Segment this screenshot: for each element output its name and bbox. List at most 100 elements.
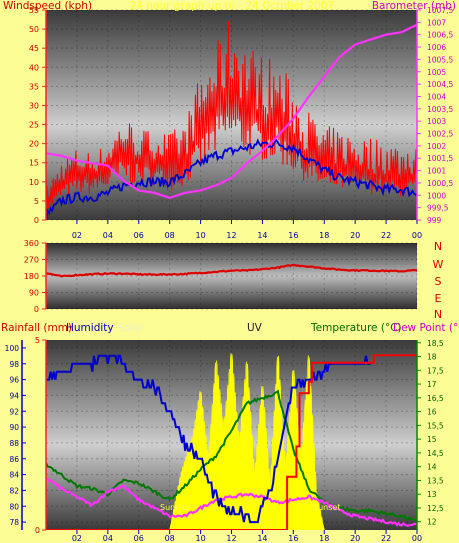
windspeed-tick-label: 10 xyxy=(29,178,39,187)
barometer-tick-label: 1002,5 xyxy=(427,130,453,139)
temperature-tick-label: 17,5 xyxy=(427,366,444,375)
barometer-title: Barometer (mb) xyxy=(372,0,456,12)
windspeed-tick-label: 15 xyxy=(29,159,39,168)
top-x-tick-label: 06 xyxy=(134,231,144,240)
windspeed-tick-label: 20 xyxy=(29,140,39,149)
temperature-tick-label: 15 xyxy=(427,435,437,444)
barometer-tick-label: 1000 xyxy=(427,191,446,200)
windspeed-tick-label: 40 xyxy=(29,63,39,72)
barometer-tick-label: 1006,5 xyxy=(427,31,453,40)
temperature-tick-label: 16,5 xyxy=(427,394,444,403)
humidity-tick-label: 84 xyxy=(9,471,19,480)
barometer-tick-label: 1001,5 xyxy=(427,154,453,163)
windspeed-tick-label: 35 xyxy=(29,82,39,91)
rainfall-label: Rainfall (mm) xyxy=(1,322,72,334)
barometer-tick-label: 1002 xyxy=(427,142,446,151)
bottom-x-tick-label: 12 xyxy=(226,534,236,543)
compass-n-top: N xyxy=(434,240,442,253)
bottom-x-tick-label: 22 xyxy=(381,534,391,543)
top-series xyxy=(46,20,417,220)
humidity-tick-label: 94 xyxy=(9,391,19,400)
temperature-tick-label: 14,5 xyxy=(427,449,444,458)
direction-tick-label: 180 xyxy=(24,272,39,281)
top-x-tick-label: 22 xyxy=(381,231,391,240)
compass-n-bottom: N xyxy=(434,308,442,321)
barometer-tick-label: 999 xyxy=(427,216,442,225)
temperature-series-line xyxy=(46,389,417,523)
temperature-tick-label: 14 xyxy=(427,463,437,472)
temperature-tick-label: 18,5 xyxy=(427,339,444,348)
barometer-tick-label: 1005,5 xyxy=(427,55,453,64)
bottom-x-tick-label: 02 xyxy=(72,534,82,543)
middle-series xyxy=(46,263,417,278)
compass-s: S xyxy=(435,275,442,288)
windspeed-tick-label: 25 xyxy=(29,121,39,130)
barometer-series-line xyxy=(46,23,417,199)
barometer-tick-label: 1004 xyxy=(427,92,446,101)
top-x-tick-label: 12 xyxy=(226,231,236,240)
sunrise-label: Sunrise xyxy=(160,503,190,512)
temperature-tick-label: 13 xyxy=(427,490,437,499)
solar-label: Solar xyxy=(117,322,144,334)
middle-plot-area xyxy=(46,243,417,309)
humidity-label: Humidity xyxy=(66,322,114,334)
humidity-tick-label: 80 xyxy=(9,502,19,511)
rainfall-tick-label: 5 xyxy=(35,336,40,345)
temperature-tick-label: 13,5 xyxy=(427,476,444,485)
wind-direction-series-line xyxy=(46,263,417,278)
compass-w: W xyxy=(433,258,444,271)
humidity-tick-label: 92 xyxy=(9,407,19,416)
middle-grid xyxy=(46,242,418,310)
bottom-x-tick-label: 04 xyxy=(103,534,113,543)
dewpoint-label: Dew Point (°C) xyxy=(393,322,459,334)
humidity-tick-label: 98 xyxy=(9,360,19,369)
windspeed-tick-label: 55 xyxy=(29,6,39,15)
windspeed-title: Windspeed (kph) xyxy=(3,0,92,12)
top-x-tick-label: 08 xyxy=(165,231,175,240)
top-x-tick-label: 04 xyxy=(103,231,113,240)
barometer-tick-label: 1007,5 xyxy=(427,6,453,15)
uv-label: UV xyxy=(247,322,263,334)
humidity-tick-label: 100 xyxy=(5,344,20,353)
graph-title: 24 hour graph up to - 24 October 2007 xyxy=(130,0,335,12)
windspeed-tick-label: 5 xyxy=(34,197,39,206)
temperature-tick-label: 17 xyxy=(427,380,437,389)
top-x-tick-label: 14 xyxy=(257,231,267,240)
bottom-x-tick-label: 06 xyxy=(134,534,144,543)
windspeed-tick-label: 30 xyxy=(29,101,39,110)
rainfall-series-line xyxy=(46,354,417,530)
direction-tick-label: 360 xyxy=(24,239,39,248)
bottom-x-tick-label: 14 xyxy=(257,534,267,543)
humidity-tick-label: 82 xyxy=(9,486,19,495)
barometer-tick-label: 1007 xyxy=(427,18,446,27)
direction-tick-label: 0 xyxy=(34,305,39,314)
temperature-tick-label: 12,5 xyxy=(427,504,444,513)
rainfall-tick-label: 0 xyxy=(35,526,40,535)
barometer-tick-label: 1006 xyxy=(427,43,446,52)
barometer-tick-label: 1000,5 xyxy=(427,179,453,188)
bottom-x-tick-label: 16 xyxy=(288,534,298,543)
humidity-tick-label: 96 xyxy=(9,376,19,385)
bottom-series xyxy=(46,353,417,530)
humidity-tick-label: 86 xyxy=(9,455,19,464)
top-x-tick-label: 02 xyxy=(72,231,82,240)
barometer-tick-label: 1003 xyxy=(427,117,446,126)
top-x-tick-label: 00 xyxy=(412,231,422,240)
humidity-tick-label: 88 xyxy=(9,439,19,448)
bottom-x-tick-label: 00 xyxy=(412,534,422,543)
barometer-tick-label: 1005 xyxy=(427,68,446,77)
dewpoint-series-line xyxy=(46,477,417,527)
bottom-x-tick-label: 08 xyxy=(165,534,175,543)
bottom-x-tick-label: 18 xyxy=(319,534,329,543)
bottom-x-tick-label: 10 xyxy=(195,534,205,543)
bottom-x-tick-label: 20 xyxy=(350,534,360,543)
humidity-tick-label: 90 xyxy=(9,423,19,432)
top-x-tick-label: 18 xyxy=(319,231,329,240)
barometer-tick-label: 1003,5 xyxy=(427,105,453,114)
sunset-label: Sunset xyxy=(313,503,340,512)
compass-e: E xyxy=(435,292,442,305)
humidity-tick-label: 78 xyxy=(9,518,19,527)
temperature-tick-label: 12 xyxy=(427,518,437,527)
top-x-tick-label: 20 xyxy=(350,231,360,240)
temperature-tick-label: 16 xyxy=(427,408,437,417)
